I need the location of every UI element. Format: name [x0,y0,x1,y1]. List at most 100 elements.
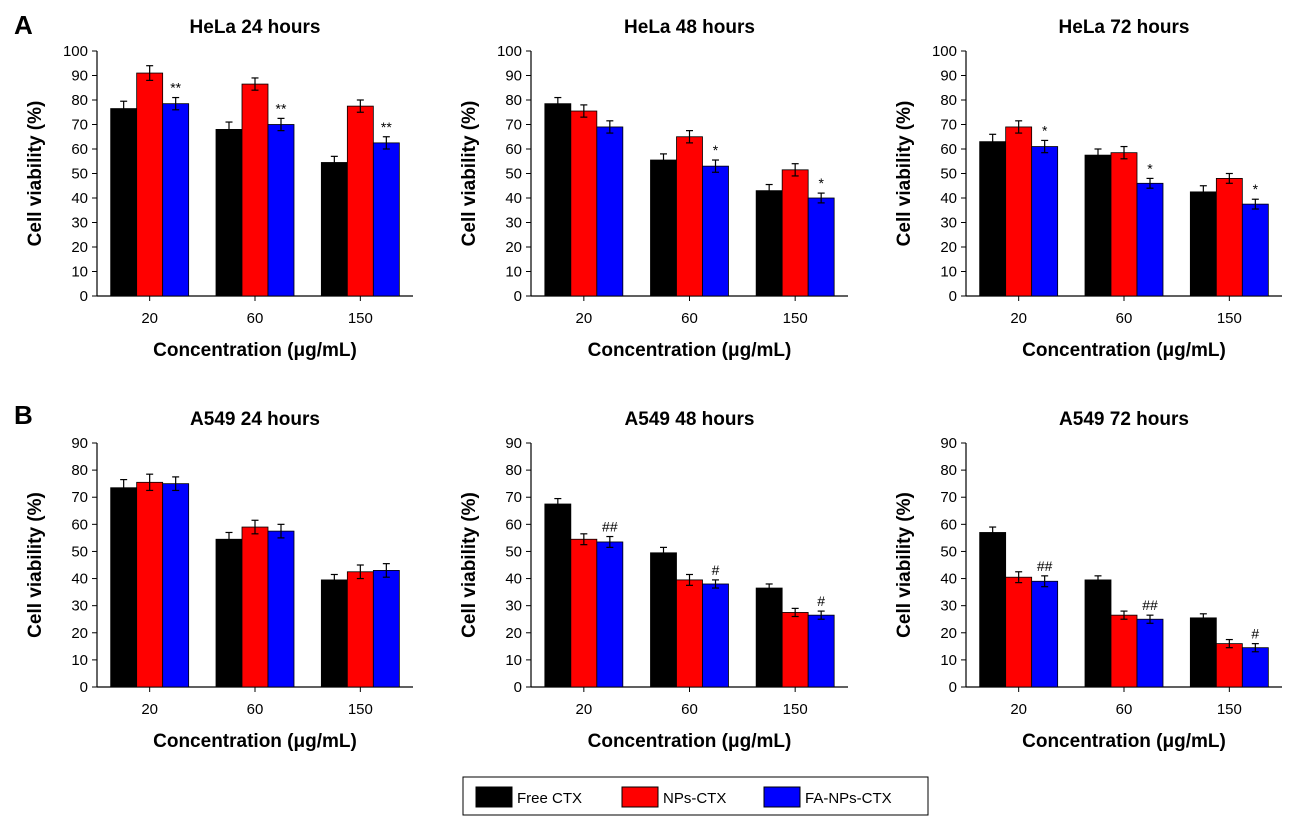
bar [702,165,729,297]
legend: Free CTX NPs-CTX FA-NPs-CTX [462,776,929,816]
legend-swatch-nps-ctx [621,786,659,808]
significance-label: * [1042,122,1048,138]
x-tick-label: 20 [1010,310,1027,327]
bar [1241,203,1269,297]
bar [676,579,703,688]
significance-label: * [818,175,824,191]
chart-title: HeLa 24 hours [190,17,321,38]
y-tick-label: 20 [505,625,522,642]
bar [807,197,835,297]
y-tick-label: 30 [71,215,88,232]
y-tick-label: 20 [505,239,522,256]
y-tick-label: 100 [497,43,522,60]
x-tick-label: 60 [681,310,698,327]
y-tick-label: 0 [949,288,957,305]
bar [596,541,624,688]
bar [979,141,1007,297]
y-axis-title: Cell viability (%) [25,101,46,247]
bar [346,571,374,688]
bar [267,530,295,688]
y-tick-label: 40 [505,571,522,588]
y-tick-label: 50 [940,166,957,183]
chart-2: HeLa 48 hours 0 10 20 30 40 50 60 70 80 90 100 20 60 *… [459,17,848,361]
significance-label: ** [170,80,181,96]
x-axis-title: Concentration (μg/mL) [588,340,792,361]
significance-label: ** [276,100,287,116]
y-axis-title: Cell viability (%) [459,101,480,247]
y-tick-label: 50 [71,166,88,183]
bar [136,72,164,297]
y-tick-label: 90 [940,435,957,452]
bar [1215,643,1243,688]
y-axis-title: Cell viability (%) [894,492,915,638]
bar [650,552,677,688]
bar [650,159,677,297]
chart-title: A549 48 hours [625,409,755,430]
y-tick-label: 30 [940,598,957,615]
significance-label: * [713,142,719,158]
y-tick-label: 50 [505,543,522,560]
y-tick-label: 60 [71,141,88,158]
significance-label: # [712,562,720,578]
y-tick-label: 20 [71,239,88,256]
y-tick-label: 0 [514,679,522,696]
bar [755,587,783,688]
y-tick-label: 90 [505,68,522,85]
bar [267,124,295,297]
y-tick-label: 30 [505,215,522,232]
y-tick-label: 70 [71,489,88,506]
x-axis-title: Concentration (μg/mL) [1022,731,1226,752]
chart-title: A549 24 hours [190,409,320,430]
y-tick-label: 10 [71,652,88,669]
bar [241,526,269,688]
bar [162,103,190,297]
legend-swatch-fa-nps-ctx [763,786,801,808]
y-tick-label: 60 [940,141,957,158]
y-tick-label: 50 [940,543,957,560]
y-axis-title: Cell viability (%) [25,492,46,638]
y-tick-label: 30 [71,598,88,615]
x-tick-label: 60 [247,310,264,327]
significance-label: * [1147,160,1153,176]
bar [346,105,374,297]
x-tick-label: 60 [247,701,264,718]
bar [1189,617,1217,688]
y-tick-label: 10 [505,652,522,669]
legend-item-nps-ctx: NPs-CTX [621,786,726,808]
chart-5: A549 48 hours 0 10 20 30 40 50 60 70 80 90 20 ## 60 #1… [459,409,848,752]
bar [1084,579,1112,688]
bar [781,169,809,297]
significance-label: # [817,593,825,609]
bar [162,483,190,688]
bar [544,503,572,688]
y-tick-label: 20 [940,239,957,256]
y-tick-label: 50 [71,543,88,560]
y-tick-label: 80 [940,92,957,109]
charts-group: HeLa 24 hours010203040506070809010020**6… [25,17,1282,752]
significance-label: ## [1142,597,1158,613]
significance-label: ** [381,119,392,135]
bar [570,538,598,688]
bar [110,487,138,688]
y-tick-label: 0 [949,679,957,696]
bar [1189,191,1217,297]
legend-item-fa-nps-ctx: FA-NPs-CTX [763,786,892,808]
y-tick-label: 0 [80,288,88,305]
y-tick-label: 80 [505,92,522,109]
bar [755,190,783,297]
legend-box [462,776,929,816]
x-tick-label: 150 [348,701,373,718]
x-tick-label: 150 [783,701,808,718]
bar [1215,177,1243,297]
significance-label: * [1253,181,1259,197]
x-tick-label: 60 [1116,310,1133,327]
y-tick-label: 0 [80,679,88,696]
y-tick-label: 70 [940,117,957,134]
y-tick-label: 70 [505,489,522,506]
x-tick-label: 20 [141,701,158,718]
y-tick-label: 10 [71,264,88,281]
bar [1084,154,1112,297]
y-tick-label: 40 [505,190,522,207]
bar [1031,146,1059,297]
